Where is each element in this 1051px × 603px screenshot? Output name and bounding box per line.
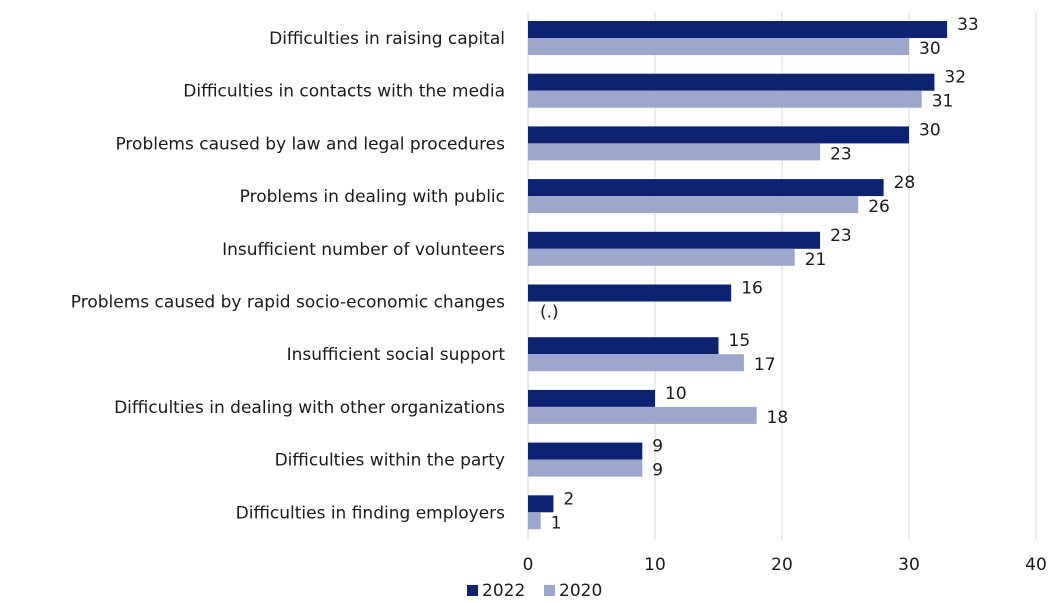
data-label-2020: 17 <box>754 355 776 375</box>
x-tick-label: 40 <box>1025 555 1047 575</box>
category-label: Difficulties in contacts with the media <box>183 82 505 102</box>
legend-swatch-2022 <box>467 585 478 596</box>
data-label-2020: 1 <box>551 513 562 533</box>
data-label-2022: 33 <box>957 15 979 35</box>
bar-2020 <box>528 196 859 214</box>
data-label-2020: 23 <box>830 144 852 164</box>
data-label-2022: 32 <box>944 68 966 88</box>
category-label: Insufficient social support <box>287 345 506 365</box>
bar-2022 <box>528 231 821 249</box>
data-label-2020: 9 <box>652 461 663 481</box>
bar-2020 <box>528 38 909 55</box>
data-label-2022: 28 <box>894 173 916 193</box>
category-label: Difficulties within the party <box>275 451 505 471</box>
bar-2020 <box>528 143 821 161</box>
data-label-2020: 21 <box>805 250 827 270</box>
bar-2022 <box>528 389 655 407</box>
category-label: Problems caused by rapid socio-economic … <box>71 293 505 313</box>
data-label-2020: 30 <box>919 39 941 59</box>
bar-2020 <box>528 406 757 424</box>
data-label-2022: 2 <box>563 489 574 509</box>
bar-2022 <box>528 126 909 144</box>
data-label-2022: 15 <box>729 331 751 351</box>
bar-2022 <box>528 284 732 302</box>
legend-label: 2020 <box>559 581 602 599</box>
bar-2020 <box>528 354 744 372</box>
category-label: Difficulties in raising capital <box>269 29 505 49</box>
data-label-2022: 16 <box>741 279 763 299</box>
x-tick-label: 10 <box>644 555 666 575</box>
category-label: Insufficient number of volunteers <box>222 240 505 260</box>
data-label-2020: 31 <box>932 92 954 112</box>
bar-2020 <box>528 248 795 266</box>
category-label: Problems in dealing with public <box>240 187 505 207</box>
x-tick-label: 0 <box>523 555 534 575</box>
bar-2020 <box>528 90 922 108</box>
x-tick-label: 20 <box>771 555 793 575</box>
data-label-2022: 9 <box>652 437 663 457</box>
bar-2020 <box>528 512 541 530</box>
category-label: Difficulties in dealing with other organ… <box>114 398 505 418</box>
x-tick-label: 30 <box>898 555 920 575</box>
bar-2022 <box>528 337 719 355</box>
bar-2022 <box>528 495 554 513</box>
bar-2022 <box>528 73 935 91</box>
data-label-2020: 26 <box>868 197 890 217</box>
bar-2020 <box>528 459 643 477</box>
data-label-2022: 23 <box>830 226 852 246</box>
bar-2022 <box>528 442 643 460</box>
legend-label: 2022 <box>482 581 525 599</box>
data-label-2022: 10 <box>665 384 687 404</box>
data-label-2020: (.) <box>540 303 559 323</box>
data-label-2022: 30 <box>919 120 941 140</box>
category-label: Problems caused by law and legal procedu… <box>115 134 505 154</box>
category-label: Difficulties in finding employers <box>236 503 506 523</box>
legend-swatch-2020 <box>544 585 555 596</box>
bar-2022 <box>528 179 884 197</box>
bar-2022 <box>528 21 948 38</box>
data-label-2020: 18 <box>767 408 789 428</box>
